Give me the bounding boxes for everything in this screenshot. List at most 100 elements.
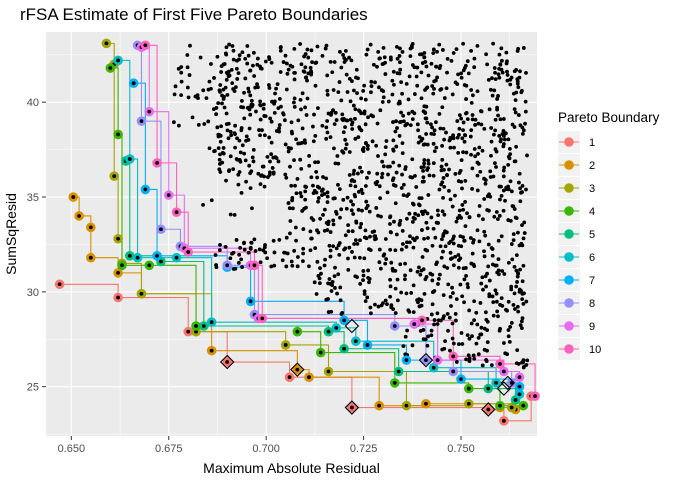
pareto-boundary-3-point-core	[466, 401, 471, 406]
background-point	[450, 92, 455, 97]
background-point	[313, 160, 317, 165]
background-point	[247, 163, 252, 168]
background-point	[416, 128, 420, 133]
background-point	[325, 228, 330, 232]
background-point	[392, 82, 396, 87]
background-point	[390, 92, 395, 97]
background-point	[440, 209, 445, 214]
background-point	[207, 79, 212, 84]
background-point	[307, 154, 311, 158]
background-point	[354, 67, 359, 72]
background-point	[492, 66, 497, 70]
background-point	[383, 237, 388, 241]
background-point	[375, 121, 380, 126]
legend-label: 4	[589, 206, 595, 218]
background-point	[415, 235, 419, 240]
background-point	[336, 90, 341, 95]
background-point	[289, 129, 294, 134]
background-point	[448, 250, 453, 255]
background-point	[404, 122, 409, 127]
background-point	[269, 140, 274, 145]
background-point	[284, 235, 289, 240]
background-point	[237, 252, 242, 257]
background-point	[361, 278, 365, 283]
pareto-boundary-1-point-core	[486, 407, 491, 412]
background-point	[506, 299, 511, 304]
pareto-boundary-10-line	[145, 44, 536, 397]
background-point	[453, 318, 458, 323]
background-point	[222, 62, 227, 66]
background-point	[473, 123, 477, 127]
background-point	[333, 265, 337, 270]
background-point	[346, 267, 351, 272]
legend-label: 9	[589, 321, 595, 333]
background-point	[505, 69, 509, 74]
background-point	[499, 193, 504, 198]
background-point	[303, 141, 308, 145]
background-point	[445, 70, 449, 75]
background-point	[415, 269, 420, 274]
background-point	[345, 195, 350, 200]
background-point	[462, 277, 467, 282]
background-point	[523, 99, 528, 104]
background-point	[485, 340, 490, 345]
background-point	[258, 117, 263, 122]
background-point	[517, 180, 521, 185]
background-point	[299, 166, 304, 171]
background-point	[335, 291, 339, 296]
background-point	[465, 333, 470, 338]
background-point	[389, 230, 393, 235]
pareto-boundary-5-point-core	[127, 253, 132, 258]
background-point	[298, 97, 303, 102]
background-point	[429, 312, 434, 317]
background-point	[406, 97, 411, 102]
background-point	[332, 60, 337, 64]
background-point	[280, 258, 285, 263]
background-point	[501, 208, 506, 213]
background-point	[523, 121, 527, 126]
background-point	[356, 135, 361, 140]
background-point	[287, 206, 292, 211]
background-point	[342, 247, 346, 252]
background-point	[443, 339, 448, 344]
background-point	[436, 282, 440, 286]
background-point	[456, 265, 461, 270]
background-point	[424, 220, 429, 225]
background-point	[524, 299, 529, 304]
background-point	[493, 77, 498, 82]
background-point	[492, 132, 496, 137]
background-point	[458, 282, 463, 287]
background-point	[426, 236, 430, 240]
background-point	[301, 259, 305, 264]
background-point	[337, 252, 342, 257]
background-point	[512, 207, 517, 211]
background-point	[485, 62, 490, 67]
background-point	[383, 261, 388, 266]
background-point	[285, 251, 290, 256]
pareto-boundary-7-point-core	[342, 318, 347, 323]
background-point	[376, 154, 380, 158]
pareto-boundary-5-point-core	[342, 346, 347, 351]
pareto-boundary-6-point-core	[116, 58, 120, 63]
background-point	[381, 253, 386, 258]
background-point	[281, 111, 285, 116]
background-point	[211, 107, 216, 112]
background-point	[364, 236, 369, 241]
pareto-boundary-3-point-core	[283, 343, 288, 347]
background-point	[298, 42, 302, 46]
background-point	[487, 107, 492, 112]
background-point	[363, 184, 368, 188]
background-point	[284, 61, 289, 66]
background-point	[431, 161, 436, 165]
background-point	[333, 196, 337, 201]
background-point	[293, 225, 298, 230]
background-point	[400, 50, 405, 54]
background-point	[198, 55, 203, 60]
background-point	[374, 206, 379, 210]
background-point	[495, 97, 500, 101]
background-point	[219, 124, 224, 129]
background-point	[218, 152, 222, 157]
background-point	[267, 135, 272, 140]
background-point	[239, 257, 244, 262]
